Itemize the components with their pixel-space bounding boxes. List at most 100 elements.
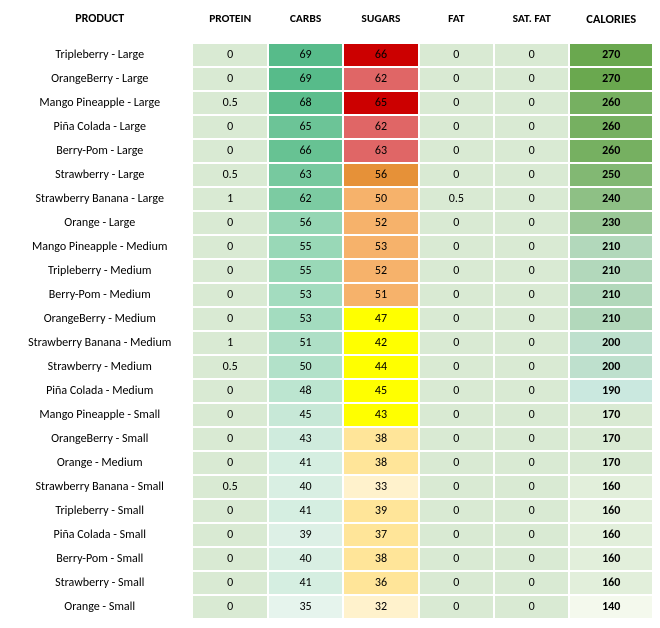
protein-cell: 0.5 — [193, 356, 266, 378]
header-product: PRODUCT — [8, 8, 191, 30]
sugars-cell: 43 — [344, 404, 417, 426]
calories-cell: 230 — [570, 212, 652, 234]
calories-cell: 160 — [570, 476, 652, 498]
calories-cell: 170 — [570, 428, 652, 450]
product-cell: Mango Pineapple - Large — [8, 92, 191, 114]
carbs-cell: 51 — [269, 332, 342, 354]
fat-cell: 0 — [420, 356, 493, 378]
fat-cell: 0 — [420, 332, 493, 354]
fat-cell: 0 — [420, 548, 493, 570]
carbs-cell: 69 — [269, 44, 342, 66]
calories-cell: 270 — [570, 68, 652, 90]
header-protein: PROTEIN — [193, 8, 266, 30]
table-row: Berry-Pom - Large0666300260 — [8, 140, 652, 162]
calories-cell: 210 — [570, 284, 652, 306]
header-carbs: CARBS — [269, 8, 342, 30]
carbs-cell: 35 — [269, 596, 342, 618]
table-row: Berry-Pom - Medium0535100210 — [8, 284, 652, 306]
nutrition-table: PRODUCT PROTEIN CARBS SUGARS FAT SAT. FA… — [6, 6, 654, 620]
protein-cell: 0.5 — [193, 164, 266, 186]
protein-cell: 1 — [193, 188, 266, 210]
table-row: Piña Colada - Small0393700160 — [8, 524, 652, 546]
table-row: Tripleberry - Small0413900160 — [8, 500, 652, 522]
table-row: Strawberry Banana - Medium1514200200 — [8, 332, 652, 354]
carbs-cell: 56 — [269, 212, 342, 234]
calories-cell: 170 — [570, 404, 652, 426]
calories-cell: 160 — [570, 500, 652, 522]
protein-cell: 0 — [193, 452, 266, 474]
protein-cell: 0 — [193, 572, 266, 594]
protein-cell: 0 — [193, 68, 266, 90]
sugars-cell: 38 — [344, 428, 417, 450]
protein-cell: 0 — [193, 260, 266, 282]
fat-cell: 0 — [420, 236, 493, 258]
sugars-cell: 66 — [344, 44, 417, 66]
sugars-cell: 38 — [344, 452, 417, 474]
fat-cell: 0 — [420, 452, 493, 474]
fat-cell: 0 — [420, 68, 493, 90]
carbs-cell: 62 — [269, 188, 342, 210]
calories-cell: 260 — [570, 92, 652, 114]
protein-cell: 0.5 — [193, 476, 266, 498]
header-sugars: SUGARS — [344, 8, 417, 30]
calories-cell: 160 — [570, 572, 652, 594]
calories-cell: 160 — [570, 524, 652, 546]
satfat-cell: 0 — [495, 380, 568, 402]
calories-cell: 260 — [570, 116, 652, 138]
header-calories: CALORIES — [570, 8, 652, 30]
carbs-cell: 45 — [269, 404, 342, 426]
sugars-cell: 62 — [344, 116, 417, 138]
fat-cell: 0 — [420, 44, 493, 66]
sugars-cell: 52 — [344, 212, 417, 234]
satfat-cell: 0 — [495, 356, 568, 378]
carbs-cell: 40 — [269, 548, 342, 570]
product-cell: Berry-Pom - Small — [8, 548, 191, 570]
product-cell: Tripleberry - Small — [8, 500, 191, 522]
product-cell: Strawberry Banana - Large — [8, 188, 191, 210]
fat-cell: 0 — [420, 260, 493, 282]
product-cell: Orange - Small — [8, 596, 191, 618]
table-row: Strawberry Banana - Large162500.50240 — [8, 188, 652, 210]
satfat-cell: 0 — [495, 116, 568, 138]
satfat-cell: 0 — [495, 308, 568, 330]
carbs-cell: 41 — [269, 572, 342, 594]
carbs-cell: 39 — [269, 524, 342, 546]
carbs-cell: 50 — [269, 356, 342, 378]
satfat-cell: 0 — [495, 548, 568, 570]
carbs-cell: 48 — [269, 380, 342, 402]
calories-cell: 210 — [570, 308, 652, 330]
product-cell: OrangeBerry - Medium — [8, 308, 191, 330]
protein-cell: 0 — [193, 524, 266, 546]
calories-cell: 190 — [570, 380, 652, 402]
table-row: Berry-Pom - Small0403800160 — [8, 548, 652, 570]
fat-cell: 0 — [420, 92, 493, 114]
table-row: OrangeBerry - Medium0534700210 — [8, 308, 652, 330]
carbs-cell: 68 — [269, 92, 342, 114]
protein-cell: 0 — [193, 548, 266, 570]
sugars-cell: 36 — [344, 572, 417, 594]
fat-cell: 0 — [420, 308, 493, 330]
sugars-cell: 52 — [344, 260, 417, 282]
product-cell: Piña Colada - Large — [8, 116, 191, 138]
fat-cell: 0 — [420, 404, 493, 426]
calories-cell: 200 — [570, 356, 652, 378]
sugars-cell: 65 — [344, 92, 417, 114]
product-cell: Tripleberry - Medium — [8, 260, 191, 282]
sugars-cell: 32 — [344, 596, 417, 618]
satfat-cell: 0 — [495, 452, 568, 474]
sugars-cell: 44 — [344, 356, 417, 378]
protein-cell: 0 — [193, 500, 266, 522]
calories-cell: 270 — [570, 44, 652, 66]
product-cell: Strawberry - Medium — [8, 356, 191, 378]
calories-cell: 170 — [570, 452, 652, 474]
protein-cell: 0 — [193, 596, 266, 618]
table-row: Mango Pineapple - Large0.5686500260 — [8, 92, 652, 114]
fat-cell: 0 — [420, 524, 493, 546]
carbs-cell: 69 — [269, 68, 342, 90]
table-row: Strawberry Banana - Small0.5403300160 — [8, 476, 652, 498]
satfat-cell: 0 — [495, 212, 568, 234]
product-cell: Strawberry Banana - Small — [8, 476, 191, 498]
product-cell: Orange - Large — [8, 212, 191, 234]
carbs-cell: 41 — [269, 500, 342, 522]
protein-cell: 0 — [193, 44, 266, 66]
